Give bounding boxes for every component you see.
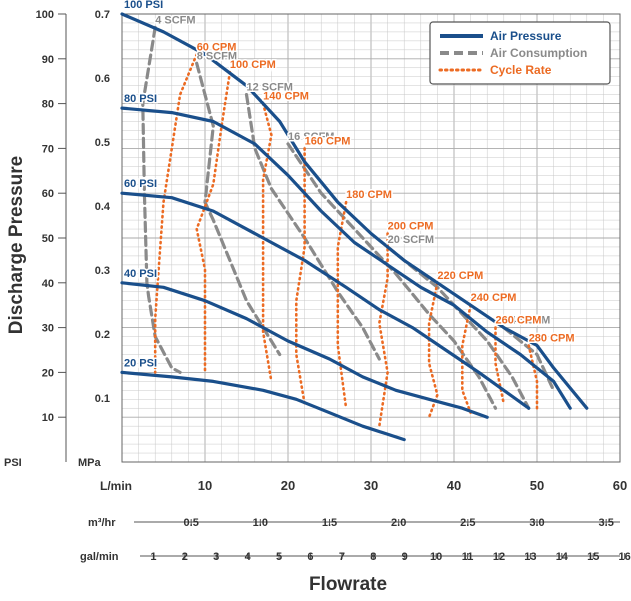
series-label-160-cpm: 160 CPM xyxy=(305,135,351,147)
m3hr-tick-label: 1.0 xyxy=(253,517,268,529)
lmin-tick-label: 60 xyxy=(613,478,627,493)
series-line-60-psi xyxy=(120,191,531,410)
m3hr-tick-label: 1.5 xyxy=(322,517,337,529)
lmin-tick-label: 30 xyxy=(364,478,378,493)
lmin-tick-label: 40 xyxy=(447,478,461,493)
lmin-tick-label: 10 xyxy=(198,478,212,493)
psi-tick-label: 20 xyxy=(42,367,54,379)
psi-tick-label: 40 xyxy=(42,278,54,290)
series-line-60-cpm xyxy=(153,53,198,374)
series-label-24-scfm: 24 SCFM xyxy=(504,315,550,327)
galmin-tick-label: 1 xyxy=(150,551,156,563)
series-label-220-cpm: 220 CPM xyxy=(437,270,483,282)
galmin-unit-label: gal/min xyxy=(80,551,119,563)
series-line-4-scfm xyxy=(141,25,182,374)
series-line-200-cpm xyxy=(378,232,389,428)
series-label-100-cpm: 100 CPM xyxy=(230,59,276,71)
series-label-60-cpm: 60 CPM xyxy=(197,41,237,53)
galmin-tick-label: 6 xyxy=(307,551,313,563)
series-label-200-cpm: 200 CPM xyxy=(388,221,434,233)
series-label-4-scfm: 4 SCFM xyxy=(155,14,195,26)
m3hr-unit-label: m³/hr xyxy=(88,517,116,529)
mpa-tick-label: 0.1 xyxy=(95,393,110,405)
series-line-220-cpm xyxy=(427,281,439,419)
psi-unit-label: PSI xyxy=(4,457,22,469)
legend-cycle-rate-label: Cycle Rate xyxy=(490,63,552,77)
series-label-280-cpm: 280 CPM xyxy=(529,333,575,345)
galmin-tick-label: 4 xyxy=(245,551,252,563)
galmin-tick-label: 11 xyxy=(462,551,474,563)
legend: Air Pressure Air Consumption Cycle Rate xyxy=(429,21,611,85)
galmin-tick-label: 9 xyxy=(402,551,408,563)
lmin-tick-label: 20 xyxy=(281,478,295,493)
galmin-tick-label: 5 xyxy=(276,551,282,563)
series-line-160-cpm xyxy=(295,147,306,406)
series-label-180-cpm: 180 CPM xyxy=(346,189,392,201)
psi-tick-label: 10 xyxy=(42,412,54,424)
series-label-240-cpm: 240 CPM xyxy=(471,292,517,304)
series-label-140-cpm: 140 CPM xyxy=(263,91,309,103)
series-line-8-scfm xyxy=(195,61,282,357)
psi-tick-label: 70 xyxy=(42,143,54,155)
m3hr-tick-label: 0.5 xyxy=(184,517,199,529)
series-layer xyxy=(120,12,589,442)
plot-border xyxy=(121,13,621,463)
series-label-80-psi: 80 PSI xyxy=(124,93,157,105)
legend-air-pressure-label: Air Pressure xyxy=(490,29,562,43)
psi-tick-label: 90 xyxy=(42,54,54,66)
mpa-tick-label: 0.6 xyxy=(95,73,110,85)
x-axis-title: Flowrate xyxy=(309,574,387,595)
m3hr-tick-label: 3.0 xyxy=(529,517,544,529)
series-label-8-scfm: 8 SCFM xyxy=(197,50,237,62)
series-labels: 100 PSI 80 PSI 60 PSI 40 PSI 20 PSI 4 SCFM 8 S… xyxy=(123,0,577,371)
psi-tick-label: 100 xyxy=(36,9,54,21)
lmin-unit-label: L/min xyxy=(100,479,132,493)
psi-tick-label: 30 xyxy=(42,323,54,335)
galmin-tick-label: 16 xyxy=(619,551,631,563)
axes: 10 20 30 40 50 60 70 80 90 100 PSI 0.1 0.2 0.3 0.4 0.5 0… xyxy=(4,9,631,563)
series-line-20-scfm xyxy=(386,245,531,410)
series-line-40-psi xyxy=(120,281,489,419)
series-label-16-scfm: 16 SCFM xyxy=(288,131,334,143)
mpa-tick-label: 0.5 xyxy=(95,137,110,149)
galmin-tick-label: 8 xyxy=(370,551,376,563)
series-line-240-cpm xyxy=(461,303,472,414)
lmin-tick-label: 50 xyxy=(530,478,544,493)
m3hr-tick-label: 2.5 xyxy=(460,517,475,529)
galmin-tick-label: 2 xyxy=(182,551,188,563)
series-line-280-cpm xyxy=(527,344,539,410)
m3hr-tick-label: 2.0 xyxy=(391,517,406,529)
galmin-tick-label: 3 xyxy=(213,551,219,563)
psi-tick-label: 80 xyxy=(42,99,54,111)
mpa-tick-label: 0.4 xyxy=(95,201,111,213)
series-label-60-psi: 60 PSI xyxy=(124,178,157,190)
psi-tick-label: 60 xyxy=(42,188,54,200)
series-label-20-scfm: 20 SCFM xyxy=(388,234,434,246)
mpa-unit-label: MPa xyxy=(78,457,102,469)
series-label-40-psi: 40 PSI xyxy=(124,268,157,280)
galmin-tick-label: 7 xyxy=(339,551,345,563)
series-label-100-psi: 100 PSI xyxy=(124,0,163,11)
mpa-tick-label: 0.2 xyxy=(95,329,110,341)
series-line-100-psi xyxy=(120,12,589,410)
series-label-12-scfm: 12 SCFM xyxy=(247,82,293,94)
galmin-tick-label: 15 xyxy=(587,551,599,563)
series-label-20-psi: 20 PSI xyxy=(124,357,157,369)
m3hr-tick-label: 3.5 xyxy=(599,517,614,529)
series-line-20-psi xyxy=(120,370,406,442)
series-label-260-cpm: 260 CPM xyxy=(496,315,542,327)
galmin-tick-label: 12 xyxy=(493,551,505,563)
galmin-tick-label: 10 xyxy=(430,551,442,563)
mpa-tick-label: 0.7 xyxy=(95,9,110,21)
legend-air-consumption-label: Air Consumption xyxy=(490,46,587,60)
series-line-80-psi xyxy=(120,106,572,410)
galmin-tick-label: 13 xyxy=(524,551,536,563)
psi-tick-label: 50 xyxy=(42,233,54,245)
mpa-tick-label: 0.3 xyxy=(95,265,110,277)
galmin-tick-label: 14 xyxy=(556,551,569,563)
y-axis-title: Discharge Pressure xyxy=(6,156,27,335)
